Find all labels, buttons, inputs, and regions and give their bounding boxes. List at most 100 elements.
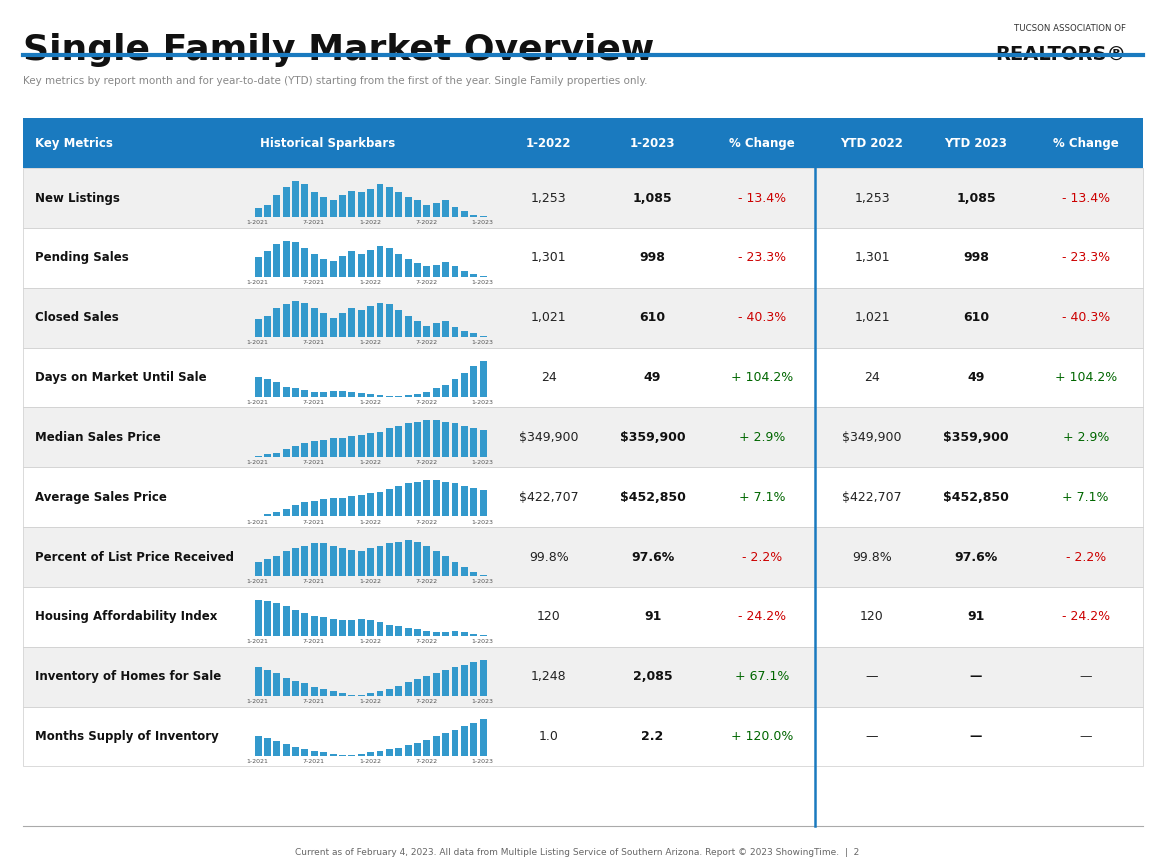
Text: 1-2023: 1-2023 xyxy=(471,579,493,584)
Bar xyxy=(292,242,299,277)
Bar xyxy=(461,426,468,457)
Text: 7-2022: 7-2022 xyxy=(416,519,438,525)
Bar xyxy=(377,691,383,696)
Text: $349,900: $349,900 xyxy=(519,431,579,444)
Bar xyxy=(23,168,1143,228)
Text: Inventory of Homes for Sale: Inventory of Homes for Sale xyxy=(35,670,221,683)
Bar xyxy=(452,266,459,277)
Text: + 104.2%: + 104.2% xyxy=(1055,371,1117,384)
Text: YTD 2023: YTD 2023 xyxy=(945,137,1007,149)
Text: New Listings: New Listings xyxy=(35,192,119,205)
Text: 1-2021: 1-2021 xyxy=(247,759,269,764)
Bar xyxy=(433,551,440,577)
Bar xyxy=(320,259,327,277)
Bar xyxy=(452,562,459,577)
Bar xyxy=(404,259,411,277)
Bar xyxy=(329,498,336,517)
Bar xyxy=(23,118,1143,168)
Text: YTD 2022: YTD 2022 xyxy=(841,137,903,149)
Text: - 40.3%: - 40.3% xyxy=(738,311,787,324)
Bar xyxy=(442,670,449,696)
Bar xyxy=(254,319,261,337)
Bar xyxy=(283,387,290,397)
Text: Days on Market Until Sale: Days on Market Until Sale xyxy=(35,371,207,384)
Bar xyxy=(264,514,271,517)
Text: —: — xyxy=(1080,730,1091,743)
Text: —: — xyxy=(970,670,982,683)
Text: + 7.1%: + 7.1% xyxy=(1063,491,1109,504)
Bar xyxy=(358,192,365,218)
Bar xyxy=(340,498,346,517)
Text: 7-2022: 7-2022 xyxy=(416,579,438,584)
Bar xyxy=(452,729,459,756)
Text: 91: 91 xyxy=(967,610,985,623)
Bar xyxy=(264,205,271,218)
Bar xyxy=(386,543,393,577)
Text: 7-2022: 7-2022 xyxy=(416,639,438,644)
Text: 1-2022: 1-2022 xyxy=(359,340,381,345)
Bar xyxy=(424,545,431,577)
Bar xyxy=(479,720,486,756)
Bar xyxy=(254,377,261,397)
Bar xyxy=(461,486,468,517)
Text: 7-2022: 7-2022 xyxy=(416,460,438,465)
Text: 1-2023: 1-2023 xyxy=(471,340,493,345)
Bar xyxy=(329,200,336,218)
Bar xyxy=(433,203,440,218)
Text: —: — xyxy=(970,730,982,743)
Text: 1-2021: 1-2021 xyxy=(247,699,269,704)
Bar xyxy=(386,688,393,696)
Bar xyxy=(442,632,449,636)
Bar xyxy=(292,505,299,517)
Text: 1,021: 1,021 xyxy=(855,311,889,324)
Bar xyxy=(395,254,402,277)
Bar xyxy=(301,184,308,218)
Bar xyxy=(479,361,486,397)
Bar xyxy=(404,483,411,517)
Bar xyxy=(479,660,486,696)
Text: Key Metrics: Key Metrics xyxy=(35,137,112,149)
Bar xyxy=(452,206,459,218)
Bar xyxy=(358,753,365,756)
Text: 1-2023: 1-2023 xyxy=(471,519,493,525)
Text: 1,085: 1,085 xyxy=(633,192,672,205)
Bar xyxy=(320,688,327,696)
Text: 7-2021: 7-2021 xyxy=(303,579,325,584)
Bar xyxy=(340,391,346,397)
Bar xyxy=(329,753,336,756)
Text: 1-2022: 1-2022 xyxy=(526,137,572,149)
Bar xyxy=(386,428,393,457)
Bar xyxy=(320,314,327,337)
Text: 1,248: 1,248 xyxy=(531,670,566,683)
Bar xyxy=(301,683,308,696)
Bar xyxy=(274,195,281,218)
Bar xyxy=(311,254,318,277)
Bar xyxy=(329,438,336,457)
Bar xyxy=(320,499,327,517)
Bar xyxy=(283,551,290,577)
Text: 1-2021: 1-2021 xyxy=(247,220,269,225)
Text: 7-2021: 7-2021 xyxy=(303,400,325,405)
Bar xyxy=(254,562,261,577)
Bar xyxy=(301,303,308,337)
Text: 1,021: 1,021 xyxy=(531,311,566,324)
Text: 7-2021: 7-2021 xyxy=(303,220,325,225)
Text: - 23.3%: - 23.3% xyxy=(1061,251,1110,264)
Bar xyxy=(386,489,393,517)
Bar xyxy=(358,254,365,277)
Bar xyxy=(274,453,281,457)
Bar xyxy=(283,744,290,756)
Text: - 24.2%: - 24.2% xyxy=(1061,610,1110,623)
Bar xyxy=(470,274,477,277)
Bar xyxy=(283,241,290,277)
Bar xyxy=(424,392,431,397)
Bar xyxy=(404,628,411,636)
Bar xyxy=(264,601,271,636)
Bar xyxy=(377,623,383,636)
Text: 7-2022: 7-2022 xyxy=(416,280,438,285)
Bar xyxy=(254,208,261,218)
Text: + 67.1%: + 67.1% xyxy=(735,670,790,683)
Bar xyxy=(413,679,420,696)
Bar xyxy=(377,751,383,756)
Text: Median Sales Price: Median Sales Price xyxy=(35,431,161,444)
